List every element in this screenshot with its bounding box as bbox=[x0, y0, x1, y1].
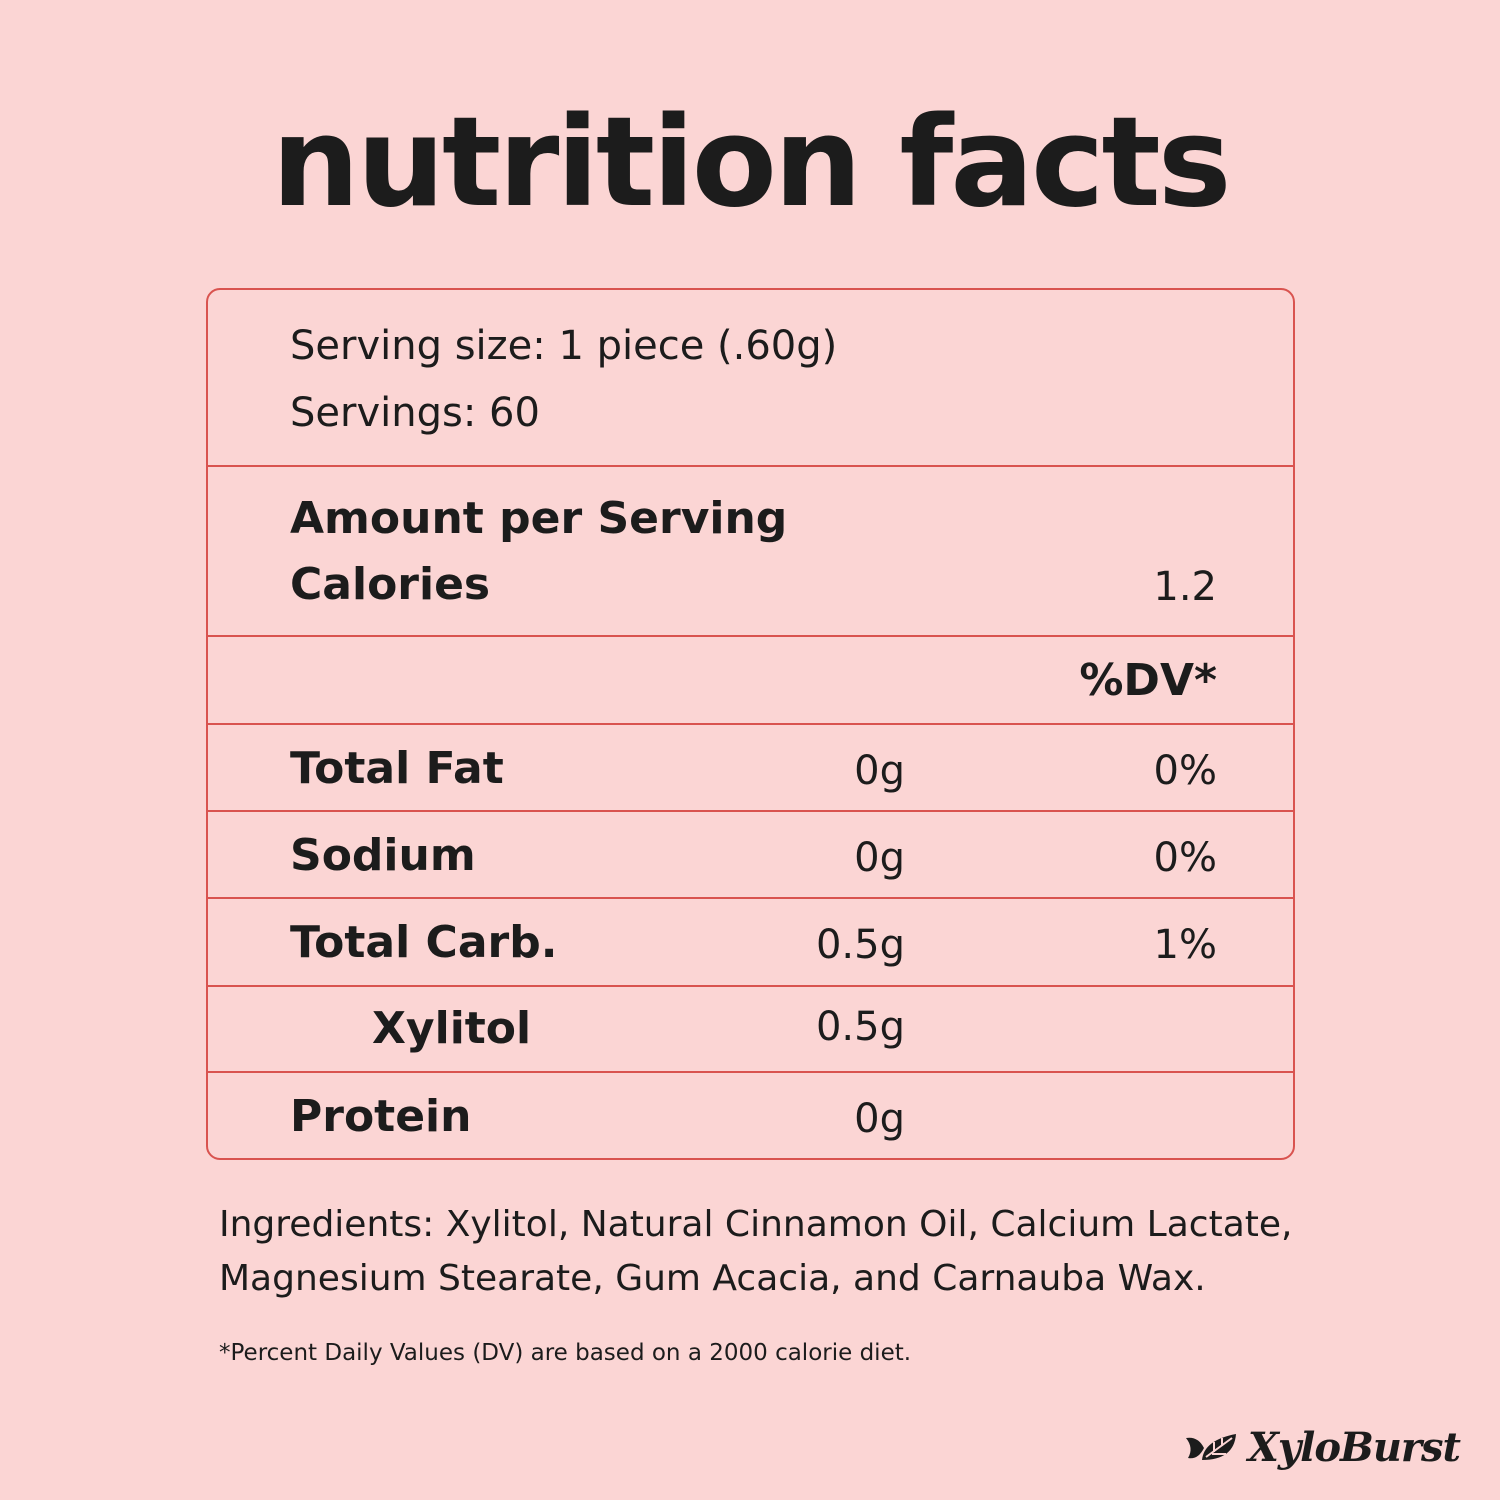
ingredients: Ingredients: Xylitol, Natural Cinnamon O… bbox=[219, 1204, 1293, 1299]
nutrition-table: Serving size: 1 piece (.60g) Servings: 6… bbox=[206, 288, 1295, 1160]
calories-label: Calories bbox=[290, 559, 491, 610]
brand-name: XyloBurst bbox=[1247, 1424, 1461, 1471]
brand-logo: XyloBurst bbox=[1184, 1424, 1461, 1471]
row-label: Sodium bbox=[290, 830, 476, 881]
table-row: Total Fat 0g 0% bbox=[208, 725, 1293, 812]
row-label: Total Carb. bbox=[290, 917, 558, 968]
page-title: nutrition facts bbox=[271, 91, 1231, 235]
row-amount: 0.5g bbox=[815, 1004, 905, 1050]
footnote: *Percent Daily Values (DV) are based on … bbox=[219, 1340, 912, 1366]
serving-size: Serving size: 1 piece (.60g) bbox=[290, 323, 838, 369]
calories-value: 1.2 bbox=[1153, 564, 1217, 610]
table-row: Xylitol 0.5g bbox=[208, 987, 1293, 1073]
row-dv: 1% bbox=[1153, 922, 1217, 968]
row-label: Xylitol bbox=[372, 1003, 532, 1054]
dv-header: %DV* bbox=[1079, 655, 1217, 706]
row-dv: 0% bbox=[1153, 748, 1217, 794]
row-amount: 0g bbox=[854, 748, 905, 794]
dv-header-row: %DV* bbox=[208, 637, 1293, 725]
servings: Servings: 60 bbox=[290, 390, 540, 436]
row-dv: 0% bbox=[1153, 835, 1217, 881]
row-label: Total Fat bbox=[290, 743, 504, 794]
table-row: Protein 0g bbox=[208, 1073, 1293, 1158]
leaves-icon bbox=[1185, 1433, 1236, 1460]
row-amount: 0g bbox=[854, 1096, 905, 1142]
serving-section: Serving size: 1 piece (.60g) Servings: 6… bbox=[208, 290, 1293, 467]
amount-section: Amount per Serving Calories 1.2 bbox=[208, 467, 1293, 637]
row-amount: 0g bbox=[854, 835, 905, 881]
table-row: Sodium 0g 0% bbox=[208, 812, 1293, 899]
table-row: Total Carb. 0.5g 1% bbox=[208, 899, 1293, 987]
row-label: Protein bbox=[290, 1091, 472, 1142]
amount-heading: Amount per Serving bbox=[290, 493, 788, 544]
row-amount: 0.5g bbox=[815, 922, 905, 968]
